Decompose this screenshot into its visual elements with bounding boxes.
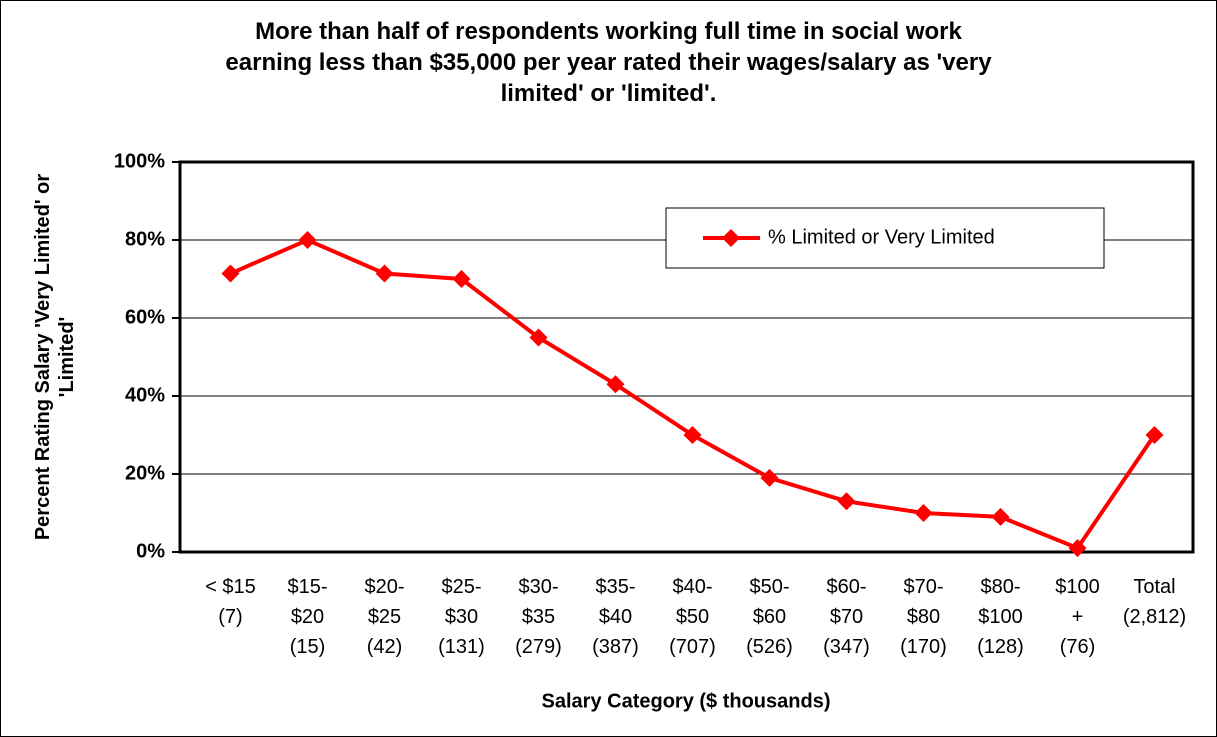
x-tick-label: < $15 (7) [205,576,256,628]
x-tick-label: $20-$25 (42) [364,576,404,658]
x-tick-label: $15-$20 (15) [287,576,327,658]
data-point [760,468,779,487]
data-point [991,507,1010,526]
legend-label: % Limited or Very Limited [768,226,995,248]
y-tick-label: 20% [125,462,165,484]
x-tick-label: $70-$80 (170) [900,576,947,658]
y-tick-label: 40% [125,384,165,406]
x-axis-label: Salary Category ($ thousands) [542,690,831,712]
data-point [606,375,625,394]
data-point [1145,426,1164,444]
data-point [1068,539,1087,558]
x-tick-label: $30-$35 (279) [515,576,562,658]
x-tick-label: $80-$100 (128) [977,576,1024,658]
y-axis-label: Percent Rating Salary 'Very Limited' or '… [32,174,78,541]
x-tick-label: Total (2,812) [1123,576,1186,628]
data-point [914,504,933,522]
data-point [375,264,394,283]
data-point [221,264,240,283]
data-point [529,328,548,347]
data-point [683,426,702,444]
x-tick-label: $40-$50 (707) [669,576,716,658]
data-line [229,237,1157,551]
data-point [298,231,317,249]
y-tick-label: 80% [125,228,165,250]
chart-title: More than half of respondents working fu… [225,18,992,107]
x-tick-label: $25-$30 (131) [438,576,485,658]
legend-marker [722,229,740,247]
y-tick-label: 100% [114,150,165,172]
x-tick-label: $60-$70 (347) [823,576,870,658]
data-point [837,492,856,511]
x-tick-label: $50-$60 (526) [746,576,793,658]
data-point [452,270,471,288]
plot-frame [178,160,1195,554]
x-tick-label: $35-$40 (387) [592,576,639,658]
y-tick-label: 60% [125,306,165,328]
y-tick-label: 0% [136,540,165,562]
x-tick-label: $100 + (76) [1055,576,1100,658]
